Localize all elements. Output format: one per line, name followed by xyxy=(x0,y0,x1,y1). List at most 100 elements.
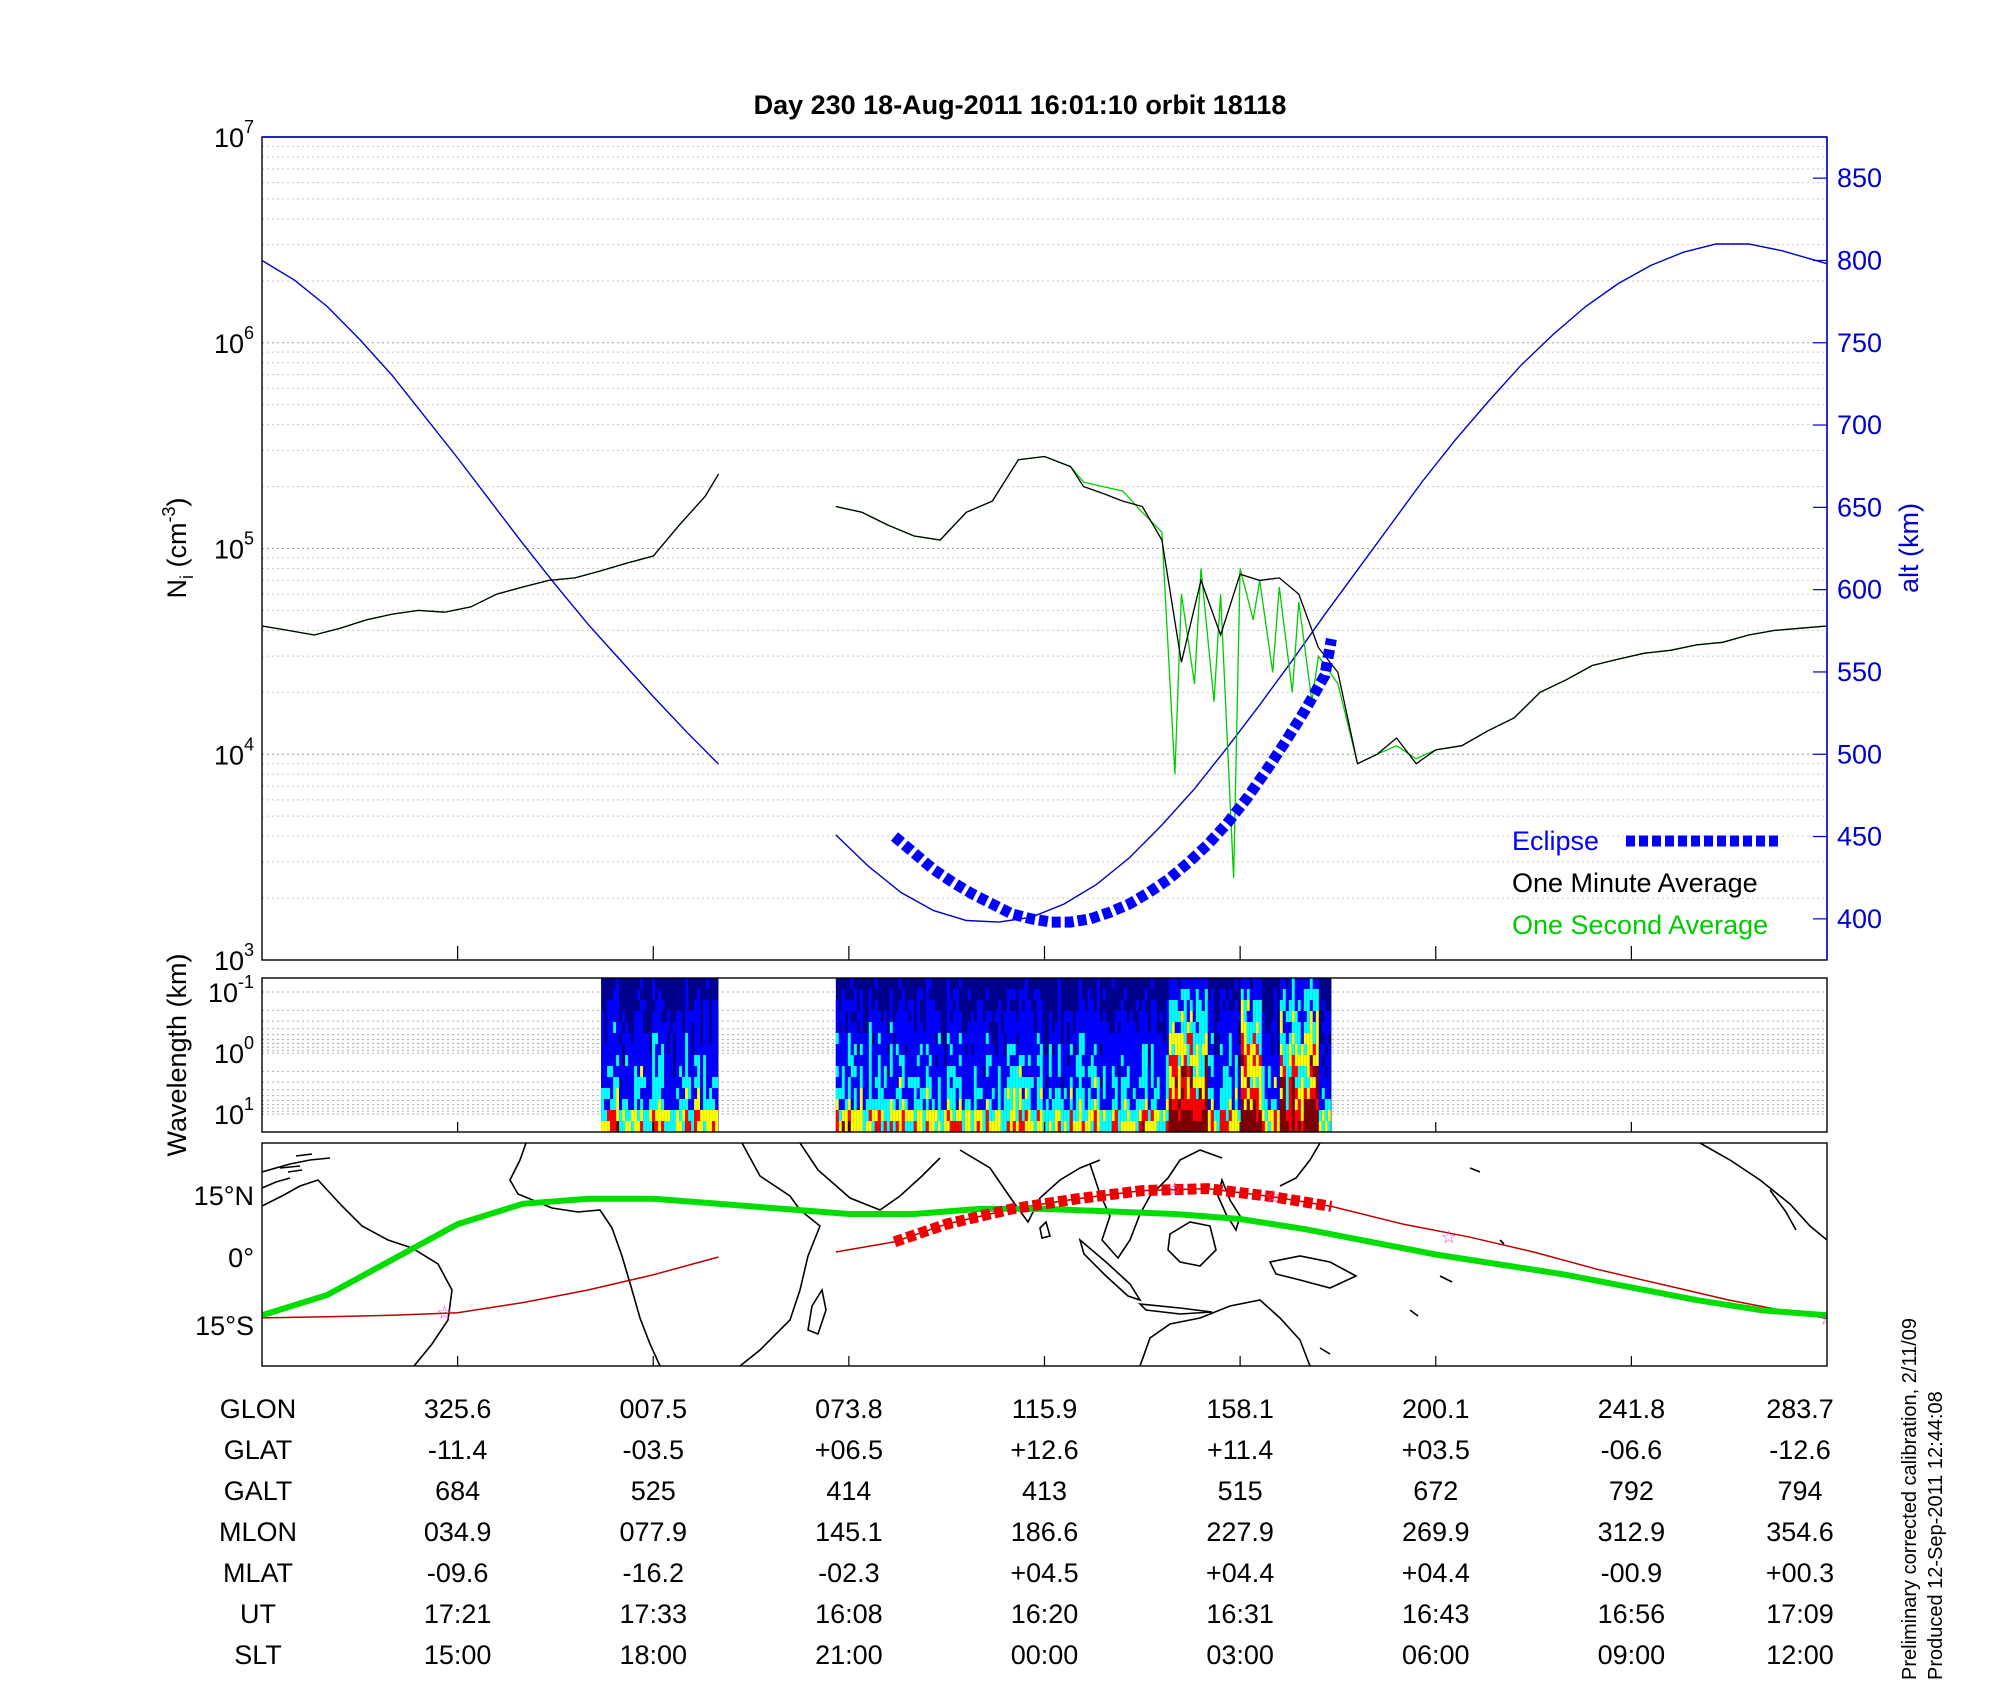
spectrogram-cell xyxy=(877,1022,881,1033)
spectrogram-cell xyxy=(958,1022,962,1033)
spectrogram-cell xyxy=(655,1066,659,1077)
spectrogram-cell xyxy=(1177,1110,1181,1121)
spectrogram-cell xyxy=(1261,1099,1265,1110)
spectrogram-cell xyxy=(1153,1121,1157,1132)
spectrogram-cell xyxy=(1042,1077,1046,1088)
spectrogram-cell xyxy=(1315,1033,1319,1044)
spectrogram-cell xyxy=(1303,1033,1307,1044)
spectrogram-cell xyxy=(1102,1088,1106,1099)
spectrogram-cell xyxy=(1021,989,1025,1000)
spectrogram-cell xyxy=(1141,1000,1145,1011)
spectrogram-cell xyxy=(1090,1110,1094,1121)
spectrogram-cell xyxy=(1072,1033,1076,1044)
spectrogram-cell xyxy=(697,1022,701,1033)
spectrogram-cell xyxy=(892,1022,896,1033)
spectrogram-cell xyxy=(1279,1121,1283,1132)
spectrogram-cell xyxy=(1177,1055,1181,1066)
spectrogram-cell xyxy=(1252,978,1256,989)
track-star-marker: ☆ xyxy=(1441,1227,1457,1247)
spectrogram-cell xyxy=(1012,989,1016,1000)
spectrogram-cell xyxy=(985,1011,989,1022)
spectrogram-cell xyxy=(601,1055,605,1066)
spectrogram-cell xyxy=(1123,1022,1127,1033)
spectrogram-cell xyxy=(1279,1055,1283,1066)
spectrogram-cell xyxy=(886,1055,890,1066)
spectrogram-cell xyxy=(712,1121,716,1132)
spectrogram-cell xyxy=(1105,1033,1109,1044)
spectrogram-cell xyxy=(865,1033,869,1044)
spectrogram-cell xyxy=(1177,1022,1181,1033)
spectrogram-cell xyxy=(1231,1099,1235,1110)
spectrogram-cell xyxy=(1075,1044,1079,1055)
spectrogram-cell xyxy=(1135,1000,1139,1011)
spectrogram-cell xyxy=(1075,1033,1079,1044)
spectrogram-cell xyxy=(841,989,845,1000)
spectrogram-cell xyxy=(1255,1011,1259,1022)
spectrogram-cell xyxy=(1018,1110,1022,1121)
spectrogram-cell xyxy=(1093,1055,1097,1066)
table-cell: -06.6 xyxy=(1601,1435,1663,1465)
spectrogram-cell xyxy=(1180,1121,1184,1132)
spectrogram-cell xyxy=(856,1011,860,1022)
spectrogram-cell xyxy=(1129,1033,1133,1044)
spectrogram-cell xyxy=(667,1011,671,1022)
spectrogram-cell xyxy=(703,1022,707,1033)
spectrogram-cell xyxy=(655,1110,659,1121)
spectrogram-cell xyxy=(1075,1099,1079,1110)
spectrogram-cell xyxy=(1159,1110,1163,1121)
spectrogram-cell xyxy=(1063,1121,1067,1132)
spectrogram-cell xyxy=(865,1044,869,1055)
spectrogram-cell xyxy=(1048,1011,1052,1022)
eclipse-track-series-line xyxy=(892,1183,1333,1248)
spectrogram-cell xyxy=(1135,1121,1139,1132)
spectrogram-cell xyxy=(1279,1066,1283,1077)
spectrogram-cell xyxy=(616,1066,620,1077)
spectrogram-cell xyxy=(946,1022,950,1033)
spectrogram-cell xyxy=(934,1011,938,1022)
spectrogram-cell xyxy=(1174,978,1178,989)
spectrogram-cell xyxy=(1033,1066,1037,1077)
spectrogram-cell xyxy=(949,1110,953,1121)
spectrogram-cell xyxy=(1252,1022,1256,1033)
spectrogram-cell xyxy=(1234,1077,1238,1088)
spectrogram-cell xyxy=(1294,1099,1298,1110)
spectrogram-cell xyxy=(625,1121,629,1132)
spectrogram-cell xyxy=(1306,1044,1310,1055)
spectrogram-cell xyxy=(1183,1044,1187,1055)
spectrogram-cell xyxy=(868,1044,872,1055)
spectrogram-cell xyxy=(1060,1088,1064,1099)
spectrogram-cell xyxy=(1237,1066,1241,1077)
density-ylabel: Ni (cm-3) xyxy=(159,498,197,599)
spectrogram-cell xyxy=(1069,1055,1073,1066)
spectrogram-cell xyxy=(694,1121,698,1132)
table-cell: 12:00 xyxy=(1766,1640,1834,1670)
spectrogram-cell xyxy=(667,1121,671,1132)
spectrogram-cell xyxy=(952,1088,956,1099)
spectrogram-cell xyxy=(1309,1110,1313,1121)
spectrogram-cell xyxy=(991,1066,995,1077)
spectrogram-cell xyxy=(1243,1033,1247,1044)
spectrogram-cell xyxy=(1306,1110,1310,1121)
spectrogram-cell xyxy=(937,1022,941,1033)
altitude-tick-label: 500 xyxy=(1837,739,1882,769)
spectrogram-cell xyxy=(988,1110,992,1121)
spectrogram-cell xyxy=(895,1088,899,1099)
spectrogram-cell xyxy=(868,1099,872,1110)
spectrogram-cell xyxy=(874,1000,878,1011)
spectrogram-cell xyxy=(1294,1033,1298,1044)
spectrogram-cell xyxy=(964,1055,968,1066)
spectrogram-cell xyxy=(1222,1099,1226,1110)
spectrogram-cell xyxy=(1285,1121,1289,1132)
spectrogram-cell xyxy=(664,1066,668,1077)
spectrogram-cell xyxy=(1261,1066,1265,1077)
spectrogram-cell xyxy=(853,1099,857,1110)
spectrogram-cell xyxy=(685,1000,689,1011)
spectrogram-cell xyxy=(865,1110,869,1121)
spectrogram-cell xyxy=(1297,1088,1301,1099)
spectrogram-cell xyxy=(928,1099,932,1110)
spectrogram-cell xyxy=(1003,1011,1007,1022)
spectrogram-cell xyxy=(700,1055,704,1066)
spectrogram-cell xyxy=(880,1099,884,1110)
spectrogram-cell xyxy=(1231,1033,1235,1044)
spectrogram-cell xyxy=(1294,1055,1298,1066)
